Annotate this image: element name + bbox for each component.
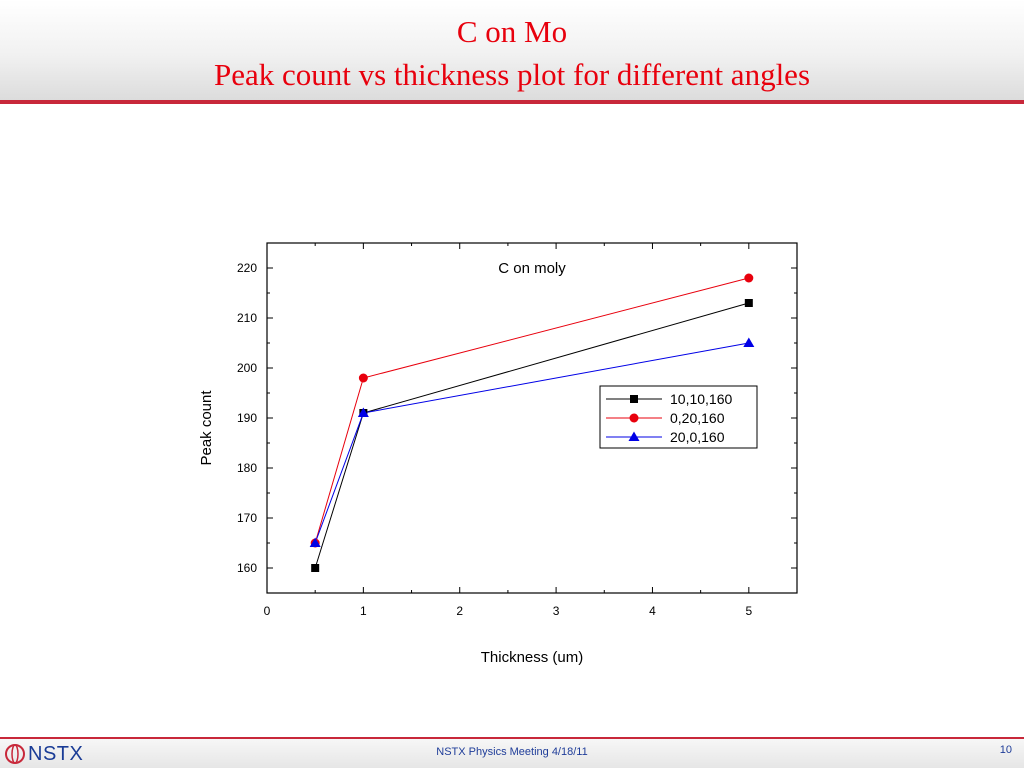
slide-header [0, 0, 1024, 100]
x-tick-label: 0 [264, 604, 271, 618]
data-point-1 [358, 373, 368, 383]
y-tick-label: 220 [237, 261, 257, 275]
y-tick-label: 170 [237, 511, 257, 525]
y-tick-label: 210 [237, 311, 257, 325]
footer-meeting-text: NSTX Physics Meeting 4/18/11 [436, 746, 588, 758]
footer-divider [0, 737, 1024, 739]
x-tick-label: 5 [745, 604, 752, 618]
x-axis-label: Thickness (um) [481, 649, 584, 666]
y-tick-label: 180 [237, 461, 257, 475]
data-point-2 [743, 337, 755, 347]
legend-marker [629, 413, 639, 423]
chart-title: C on moly [498, 260, 566, 277]
x-tick-label: 3 [553, 604, 560, 618]
nstx-logo-icon [5, 744, 25, 764]
x-tick-label: 1 [360, 604, 367, 618]
data-point-0 [311, 564, 320, 572]
slide-subtitle: Peak count vs thickness plot for differe… [213, 57, 811, 92]
slide-title: C on Mo [456, 14, 568, 49]
y-tick-label: 160 [237, 561, 257, 575]
slide-footer [0, 739, 1024, 768]
data-point-2 [357, 407, 369, 417]
page-number: 10 [999, 744, 1012, 756]
header-divider [0, 100, 1024, 104]
x-tick-label: 2 [456, 604, 463, 618]
legend-marker [628, 431, 640, 441]
legend-marker [630, 395, 638, 403]
data-point-2 [309, 537, 321, 547]
legend-entry: 0,20,160 [670, 410, 725, 426]
y-axis-label: Peak count [198, 390, 215, 466]
legend-entry: 20,0,160 [670, 429, 725, 445]
legend-box [599, 385, 758, 449]
y-tick-label: 200 [237, 361, 257, 375]
x-tick-label: 4 [649, 604, 656, 618]
legend-entry: 10,10,160 [670, 391, 732, 407]
logo-text: NSTX [28, 742, 84, 765]
data-point-0 [744, 299, 753, 307]
data-point-1 [744, 273, 754, 283]
y-tick-label: 190 [237, 411, 257, 425]
nstx-logo: NSTX [4, 741, 83, 767]
